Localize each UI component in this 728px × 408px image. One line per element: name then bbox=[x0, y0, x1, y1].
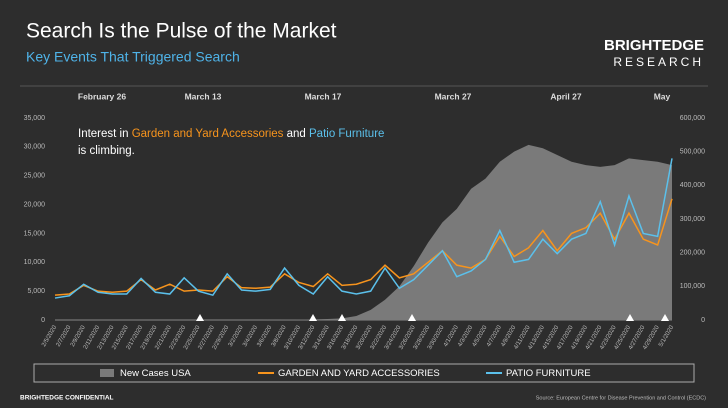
event-label: March 27 bbox=[435, 91, 472, 101]
event-marker bbox=[408, 314, 416, 321]
legend-label: New Cases USA bbox=[120, 368, 191, 379]
y-tick-label: 25,000 bbox=[24, 173, 46, 180]
y-tick-label: 0 bbox=[41, 317, 45, 324]
y-tick-label: 10,000 bbox=[24, 259, 46, 266]
legend-swatch bbox=[100, 369, 114, 377]
event-marker bbox=[196, 314, 204, 321]
subtitle: Key Events That Triggered Search bbox=[26, 49, 240, 65]
title: Search Is the Pulse of the Market bbox=[26, 20, 337, 43]
logo-top: BRIGHTEDGE bbox=[604, 37, 704, 54]
footer-right: Source: European Centre for Disease Prev… bbox=[536, 395, 706, 401]
series-line bbox=[54, 198, 673, 296]
annotation-part: and bbox=[283, 128, 309, 140]
legend-box bbox=[33, 363, 695, 383]
event-marker bbox=[661, 314, 669, 321]
x-tick-label: 5/1/2020 bbox=[658, 324, 675, 348]
annotation-part: Interest in bbox=[78, 128, 132, 140]
y2-tick-label: 100,000 bbox=[680, 283, 705, 290]
legend-label: PATIO FURNITURE bbox=[506, 368, 591, 379]
cases-area bbox=[55, 144, 672, 320]
event-marker bbox=[309, 314, 317, 321]
footer-left: BRIGHTEDGE CONFIDENTIAL bbox=[20, 395, 114, 402]
y2-tick-label: 0 bbox=[701, 317, 705, 324]
logo-bottom: RESEARCH bbox=[613, 55, 704, 69]
annotation-part: is climbing. bbox=[78, 145, 135, 157]
annotation-part: Patio Furniture bbox=[309, 128, 384, 140]
y-tick-label: 30,000 bbox=[24, 144, 46, 151]
event-markers bbox=[196, 314, 669, 321]
y-tick-label: 5,000 bbox=[27, 288, 45, 295]
annotation: is climbing. bbox=[78, 145, 135, 157]
y-tick-label: 35,000 bbox=[24, 115, 46, 122]
legend-label: GARDEN AND YARD ACCESSORIES bbox=[278, 368, 440, 379]
event-marker bbox=[626, 314, 634, 321]
event-label: February 26 bbox=[78, 91, 126, 101]
annotation: Interest in Garden and Yard Accessories … bbox=[78, 128, 384, 140]
event-label: April 27 bbox=[550, 91, 581, 101]
event-label: May bbox=[654, 91, 671, 101]
event-label: March 17 bbox=[305, 91, 342, 101]
y-tick-label: 20,000 bbox=[24, 201, 46, 208]
y2-tick-label: 400,000 bbox=[680, 182, 705, 189]
series-line bbox=[54, 158, 673, 299]
event-marker bbox=[338, 314, 346, 321]
y2-tick-label: 500,000 bbox=[680, 149, 705, 156]
y2-tick-label: 200,000 bbox=[680, 250, 705, 257]
y2-tick-label: 600,000 bbox=[680, 115, 705, 122]
y-tick-label: 15,000 bbox=[24, 230, 46, 237]
annotation-part: Garden and Yard Accessories bbox=[132, 128, 284, 140]
event-label: March 13 bbox=[185, 91, 222, 101]
y2-tick-label: 300,000 bbox=[680, 216, 705, 223]
